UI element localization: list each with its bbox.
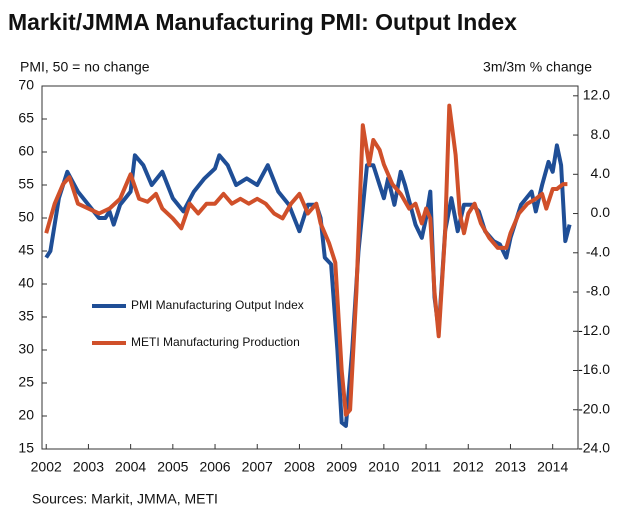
legend-label: METI Manufacturing Production <box>131 335 300 349</box>
plot-frame <box>41 85 579 450</box>
source: Sources: Markit, JMMA, METI <box>32 491 218 507</box>
chart-title: Markit/JMMA Manufacturing PMI: Output In… <box>8 9 517 35</box>
x-tick-label: 2002 <box>31 459 62 475</box>
x-tick-label: 2004 <box>115 459 146 475</box>
y2-tick-label: -20.0 <box>578 400 610 416</box>
series-line <box>44 143 572 428</box>
x-tick-label: 2009 <box>326 459 357 475</box>
y-axis-label: PMI, 50 = no change <box>20 59 150 75</box>
series-line <box>44 103 568 417</box>
y-tick-label: 15 <box>18 440 34 456</box>
y2-tick-label: 0.0 <box>591 204 611 220</box>
y-tick-label: 65 <box>18 110 34 126</box>
y2-tick-label: -24.0 <box>578 440 610 456</box>
x-tick-label: 2013 <box>495 459 526 475</box>
y2-axis-label: 3m/3m % change <box>483 59 592 75</box>
y2-tick-label: -16.0 <box>578 361 610 377</box>
y-tick-label: 45 <box>18 242 34 258</box>
y-tick-label: 70 <box>18 77 34 93</box>
y2-tick-label: 4.0 <box>591 165 611 181</box>
y-tick-label: 60 <box>18 143 34 159</box>
y2-tick-label: -4.0 <box>586 243 610 259</box>
y-tick-label: 25 <box>18 374 34 390</box>
y2-tick-label: -8.0 <box>586 283 610 299</box>
x-tick-label: 2011 <box>411 459 441 475</box>
x-tick-label: 2006 <box>199 459 230 475</box>
x-tick-label: 2012 <box>453 459 484 475</box>
x-tick-label: 2007 <box>242 459 273 475</box>
x-tick-label: 2003 <box>73 459 104 475</box>
y-tick-label: 40 <box>18 275 34 291</box>
y-tick-label: 55 <box>18 176 34 192</box>
y-tick-label: 20 <box>18 407 34 423</box>
legend-label: PMI Manufacturing Output Index <box>131 298 304 312</box>
y-tick-label: 30 <box>18 341 34 357</box>
y2-tick-label: -12.0 <box>578 322 610 338</box>
x-tick-label: 2014 <box>537 459 568 475</box>
x-tick-label: 2008 <box>284 459 315 475</box>
y2-tick-label: 8.0 <box>591 126 611 142</box>
y-tick-label: 35 <box>18 308 34 324</box>
y-tick-label: 50 <box>18 209 34 225</box>
y2-tick-label: 12.0 <box>583 87 610 103</box>
x-tick-label: 2010 <box>368 459 399 475</box>
x-tick-label: 2005 <box>157 459 188 475</box>
